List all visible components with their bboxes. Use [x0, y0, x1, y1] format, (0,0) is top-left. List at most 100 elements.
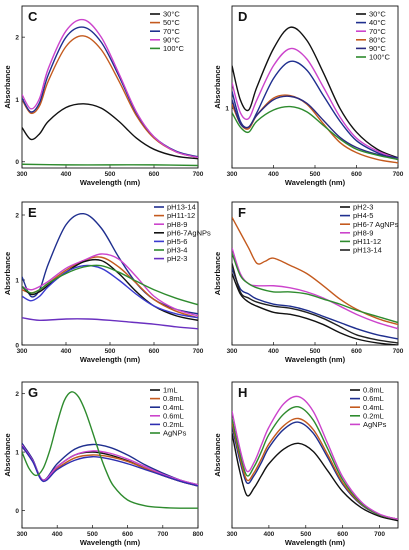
x-tick-label: 700 — [193, 348, 204, 355]
legend-label: 0.8mL — [163, 394, 184, 403]
x-tick-label: 500 — [310, 171, 321, 178]
y-axis-label: Absorbance — [3, 65, 12, 108]
legend-label: pH11-12 — [353, 237, 381, 246]
chart-panel-h: H 300 400 500 600 700 Wavelength (nm) Absorbanc… — [213, 381, 399, 547]
legend-label: 0.2mL — [163, 420, 184, 429]
legend-label: pH6-7 AgNPs — [353, 220, 399, 229]
x-tick-label: 700 — [393, 171, 404, 178]
x-axis-label: Wavelength (nm) — [285, 178, 346, 187]
legend-label: AgNPs — [163, 429, 187, 438]
series-line — [22, 253, 198, 317]
chart-panel-e: E 300 400 500 600 700 0 1 2 Wavelength (nm) Absorb… — [3, 201, 211, 364]
x-axis-label: Wavelength (nm) — [80, 355, 141, 364]
y-axis-label: Absorbance — [213, 65, 222, 108]
panel-label: D — [238, 9, 247, 24]
x-tick-label: 500 — [105, 348, 116, 355]
chart-panel-f: F 300 400 500 600 700 Wavelength (nm) Absorbanc… — [213, 201, 404, 364]
series-line — [22, 444, 198, 486]
panel-label: C — [28, 9, 38, 24]
y-axis-label: Absorbance — [3, 252, 12, 295]
series-line — [232, 268, 398, 340]
series-line — [232, 105, 398, 161]
x-tick-label: 400 — [61, 348, 72, 355]
y-tick-label: 1 — [225, 106, 229, 113]
x-axis-label: Wavelength (nm) — [80, 538, 141, 547]
series-line — [232, 252, 398, 324]
legend-label: pH3-4 — [167, 246, 187, 255]
series-line — [232, 26, 398, 159]
legend-label: pH8-9 — [167, 220, 187, 229]
legend-label: pH8-9 — [353, 228, 373, 237]
y-axis-label: Absorbance — [3, 433, 12, 476]
legend-label: 80°C — [369, 35, 386, 44]
legend-label: pH4-5 — [353, 211, 373, 220]
legend-label: 90°C — [369, 44, 386, 53]
legend-label: pH2-3 — [353, 203, 373, 212]
legend-label: 30°C — [163, 10, 180, 19]
x-tick-label: 600 — [351, 348, 362, 355]
x-tick-label: 600 — [149, 348, 160, 355]
y-axis-label: Absorbance — [213, 252, 222, 295]
x-tick-label: 300 — [227, 348, 238, 355]
x-tick-label: 700 — [393, 348, 404, 355]
x-tick-label: 400 — [268, 348, 279, 355]
y-axis-label: Absorbance — [213, 433, 222, 476]
legend-label: 70°C — [369, 27, 386, 36]
series-line — [22, 317, 198, 330]
legend-label: 0.4mL — [163, 403, 184, 412]
plot-frame — [231, 381, 399, 529]
series-line — [232, 395, 398, 520]
series-line — [232, 417, 398, 520]
legend-label: 0.6mL — [363, 394, 384, 403]
y-tick-label: 2 — [15, 391, 19, 398]
series-line — [232, 47, 398, 160]
series-line — [22, 163, 198, 167]
x-tick-label: 600 — [122, 531, 133, 538]
chart-panel-d: D 300 400 500 600 700 1 Wavelength (nm) Absorban… — [213, 5, 404, 187]
x-tick-label: 400 — [263, 531, 274, 538]
legend-label: 0.4mL — [363, 403, 384, 412]
series-line — [232, 432, 398, 522]
x-tick-label: 400 — [268, 171, 279, 178]
series-line — [232, 421, 398, 520]
x-tick-label: 700 — [157, 531, 168, 538]
y-tick-label: 0 — [15, 159, 19, 166]
chart-panel-g: G 300 400 500 600 700 800 0 1 2 Wavelength (nm) Abs… — [3, 381, 204, 547]
x-tick-label: 500 — [105, 171, 116, 178]
legend-label: pH13-14 — [167, 203, 196, 212]
y-tick-label: 1 — [15, 449, 19, 456]
legend-label: pH13-14 — [353, 246, 382, 255]
legend-label: 70°C — [163, 27, 180, 36]
legend-label: 40°C — [369, 18, 386, 27]
legend-label: 1mL — [163, 386, 178, 395]
panel-label: H — [238, 385, 247, 400]
panel-label: F — [238, 205, 246, 220]
x-tick-label: 500 — [300, 531, 311, 538]
x-tick-label: 800 — [193, 531, 204, 538]
x-tick-label: 400 — [61, 171, 72, 178]
x-tick-label: 600 — [351, 171, 362, 178]
series-line — [232, 95, 398, 159]
series-line — [232, 273, 398, 345]
legend-label: 0.2mL — [363, 411, 384, 420]
x-tick-label: 700 — [374, 531, 385, 538]
series-line — [22, 35, 198, 159]
x-tick-label: 500 — [87, 531, 98, 538]
y-tick-label: 0 — [15, 342, 19, 349]
x-tick-label: 700 — [193, 171, 204, 178]
x-tick-label: 600 — [337, 531, 348, 538]
chart-panel-c: C 300 400 500 600 700 0 1 2 Wavelength (nm) Absorb… — [3, 5, 204, 187]
series-line — [22, 264, 198, 306]
x-tick-label: 300 — [17, 348, 28, 355]
legend-label: 0.6mL — [163, 411, 184, 420]
x-tick-label: 300 — [227, 531, 238, 538]
y-tick-label: 2 — [15, 34, 19, 41]
x-tick-label: 300 — [17, 531, 28, 538]
legend-label: 100°C — [369, 53, 391, 62]
series-line — [232, 216, 398, 326]
legend-label: 100°C — [163, 44, 185, 53]
panel-label: G — [28, 385, 38, 400]
y-tick-label: 2 — [15, 212, 19, 219]
y-tick-label: 1 — [15, 277, 19, 284]
